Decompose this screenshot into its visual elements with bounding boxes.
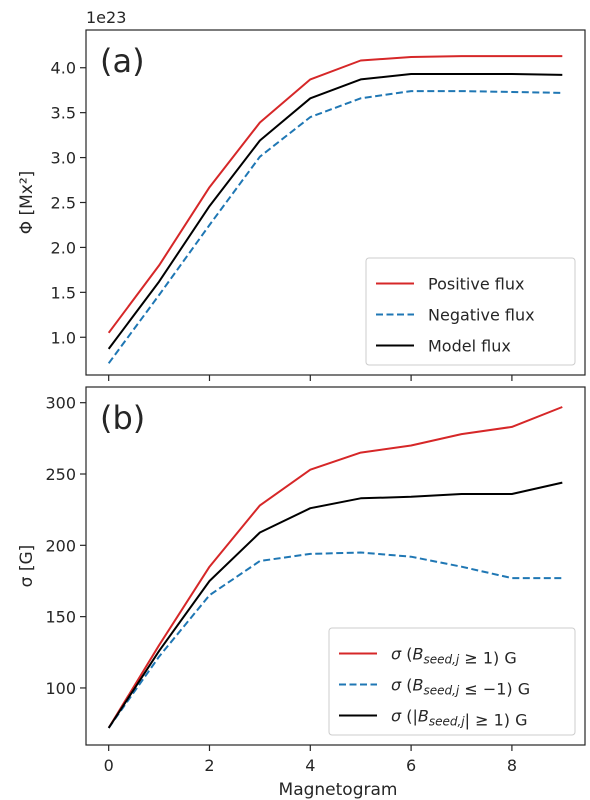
y-tick-label: 3.0 <box>51 149 76 168</box>
x-tick-label: 0 <box>104 756 114 775</box>
legend-label: σ (Bseed,j ≥ 1) G <box>391 645 517 668</box>
y-tick-label: 2.5 <box>51 194 76 213</box>
legend-label: Negative flux <box>428 306 535 325</box>
series-line-0 <box>107 406 563 729</box>
y-tick-label: 300 <box>45 394 76 413</box>
legend: σ (Bseed,j ≥ 1) G σ (Bseed,j ≤ −1) G σ (|B… <box>328 627 576 736</box>
y-tick-label: 150 <box>45 608 76 627</box>
y-offset-text: 1e23 <box>86 8 126 27</box>
y-tick-label: 250 <box>45 465 76 484</box>
series-line-0 <box>107 55 563 334</box>
y-axis-label: Φ [Mx²] <box>17 171 37 235</box>
x-tick-label: 6 <box>406 756 416 775</box>
series-line-1 <box>107 551 563 729</box>
y-tick-label: 200 <box>45 536 76 555</box>
x-tick-label: 4 <box>305 756 315 775</box>
legend-label: σ (Bseed,j ≤ −1) G <box>391 676 530 699</box>
axes-frame <box>85 386 586 746</box>
y-axis-label: σ [G] <box>17 545 37 588</box>
panel-b: 0 2 4 6 8 100 150 200 250 300 σ [G] (b) σ (Bseed,j ≥… <box>17 386 586 775</box>
legend-box <box>328 627 576 736</box>
y-tick-label: 1.5 <box>51 283 76 302</box>
y-tick-label: 100 <box>45 679 76 698</box>
y-tick-label: 3.5 <box>51 104 76 123</box>
series-line-1 <box>107 90 563 364</box>
legend-label: Positive flux <box>428 275 524 294</box>
x-axis-label: Magnetogram <box>279 780 398 800</box>
panel-a: 1.0 1.5 2.0 2.5 3.0 3.5 4.0 Φ [Mx²] 1e23 (a) Posit… <box>17 8 586 381</box>
panel-label: (a) <box>100 42 145 80</box>
y-tick-label: 1.0 <box>51 328 76 347</box>
x-tick-label: 2 <box>204 756 214 775</box>
legend-box <box>365 257 576 366</box>
series-line-2 <box>107 73 563 350</box>
legend: Positive flux Negative flux Model flux <box>365 257 576 366</box>
legend-label: σ (|Bseed,j| ≥ 1) G <box>391 707 528 730</box>
legend-label: Model flux <box>428 337 511 356</box>
series-line-2 <box>107 481 563 729</box>
y-tick-label: 2.0 <box>51 238 76 257</box>
y-tick-label: 4.0 <box>51 59 76 78</box>
panel-label: (b) <box>100 399 145 437</box>
x-tick-label: 8 <box>507 756 517 775</box>
